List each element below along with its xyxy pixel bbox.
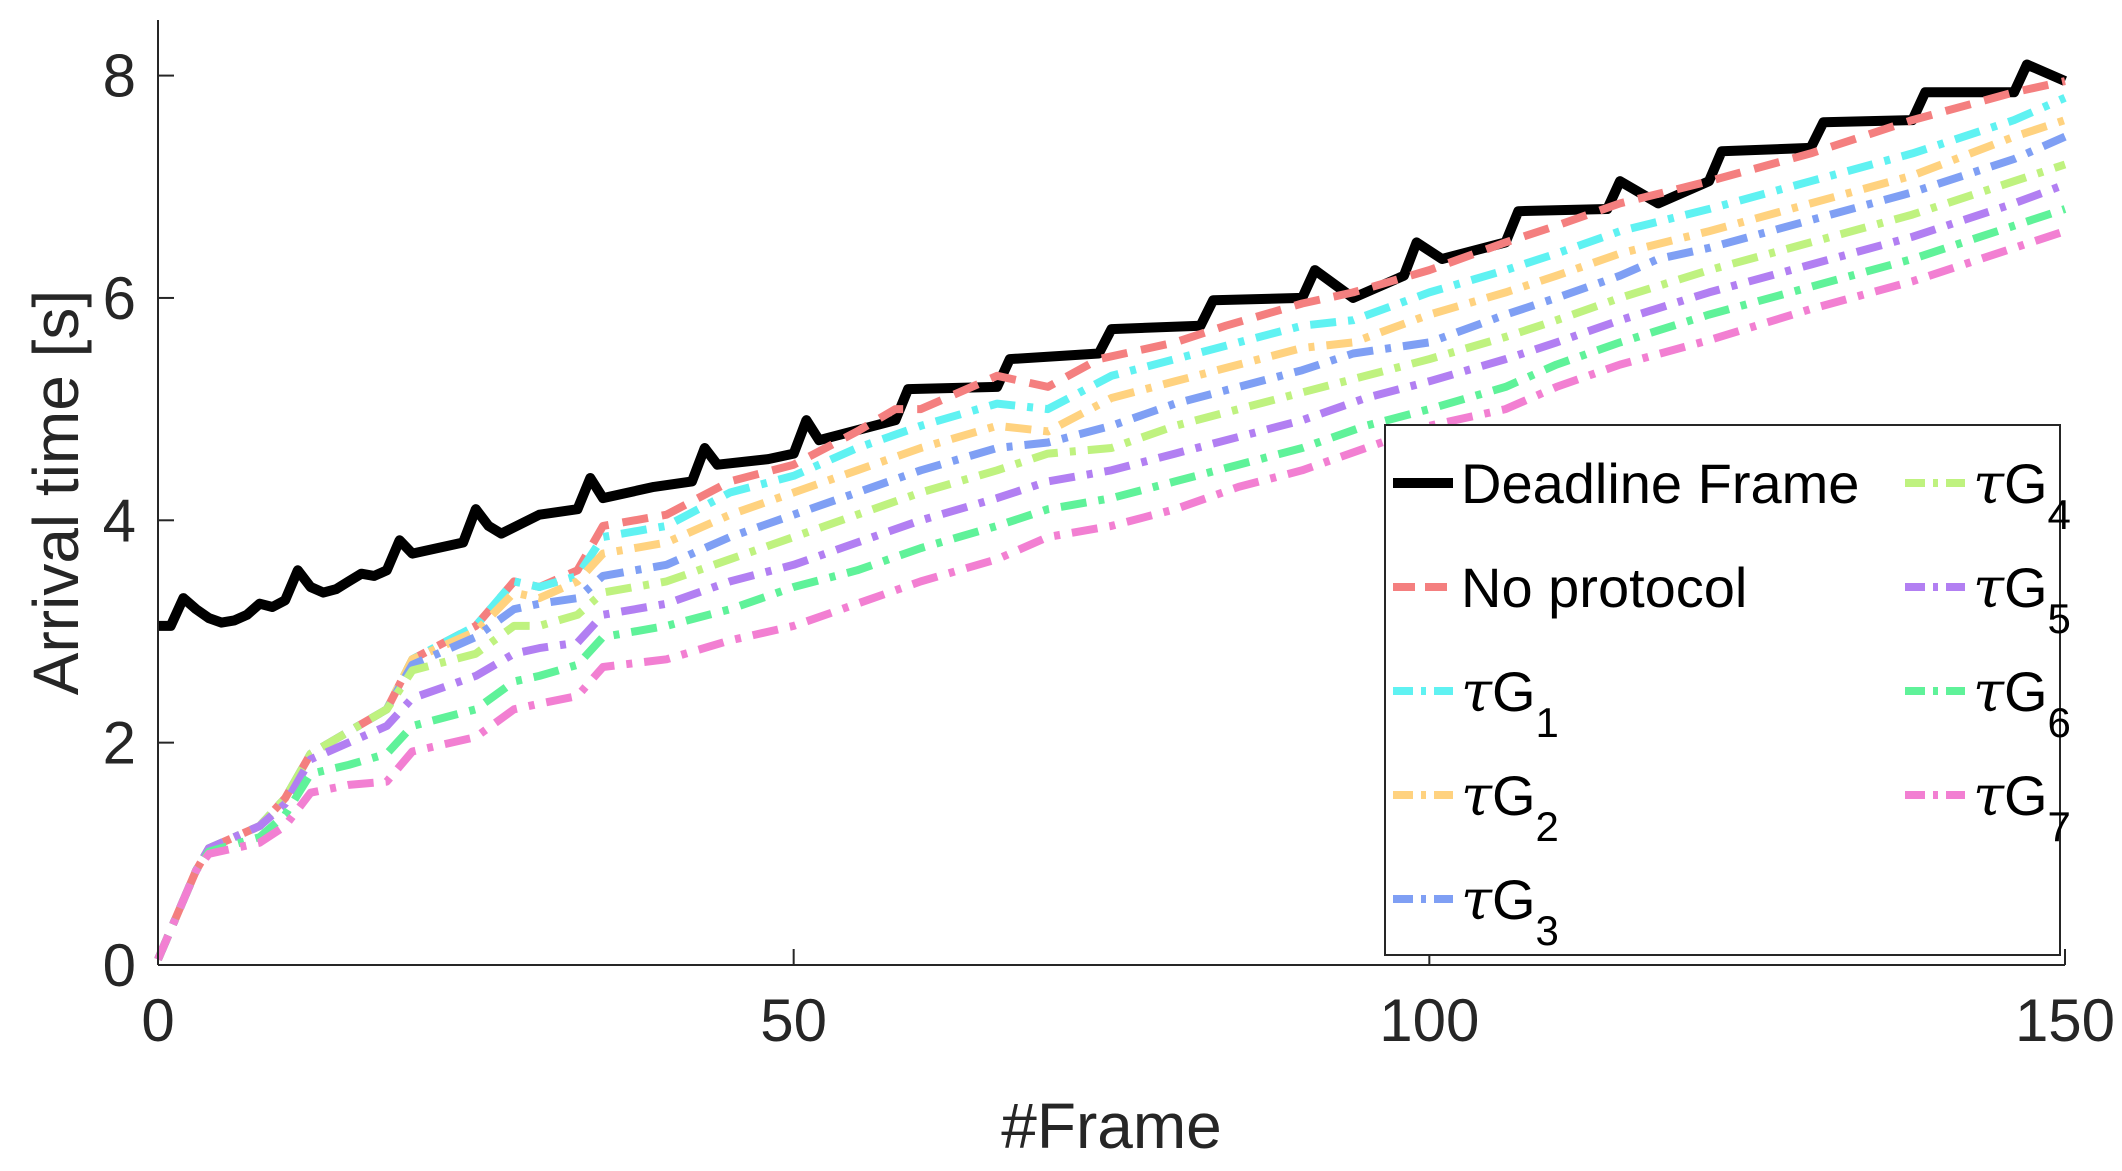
legend: Deadline Frame No protocol τG1 τG2 τG3 τG4 τG5… (1384, 424, 2071, 956)
x-tick-label: 100 (1379, 987, 1479, 1054)
y-tick-label: 4 (103, 487, 136, 554)
x-tick-label: 50 (760, 987, 827, 1054)
series-line-8 (154, 205, 2067, 961)
y-tick-label: 6 (103, 265, 136, 332)
legend-label-1: Deadline Frame (1461, 452, 1859, 515)
x-tick-label: 150 (2015, 987, 2115, 1054)
y-tick-label: 8 (103, 43, 136, 110)
legend-label-9: τG7 (1973, 764, 2071, 850)
legend-label-8: τG6 (1973, 660, 2071, 746)
y-axis-label: Arrival time [s] (20, 290, 92, 695)
legend-label-6: τG4 (1973, 452, 2071, 538)
x-axis-label: #Frame (1001, 1090, 1222, 1162)
series-line-6 (154, 160, 2067, 961)
series-line-1 (158, 59, 2067, 631)
legend-label-7: τG5 (1973, 556, 2071, 642)
y-tick-label: 2 (103, 710, 136, 777)
y-tick-label: 0 (103, 932, 136, 999)
series-line-7 (154, 180, 2067, 961)
legend-label-3: τG1 (1461, 660, 1559, 746)
legend-label-5: τG3 (1461, 868, 1559, 954)
series-line-9 (154, 227, 2067, 961)
series-layer (154, 59, 2067, 961)
x-tick-label: 0 (141, 987, 174, 1054)
legend-label-2: No protocol (1461, 556, 1747, 619)
legend-label-4: τG2 (1461, 764, 1559, 850)
axes-layer: 0 50 100 150 0 2 4 6 8 (103, 20, 2115, 1054)
